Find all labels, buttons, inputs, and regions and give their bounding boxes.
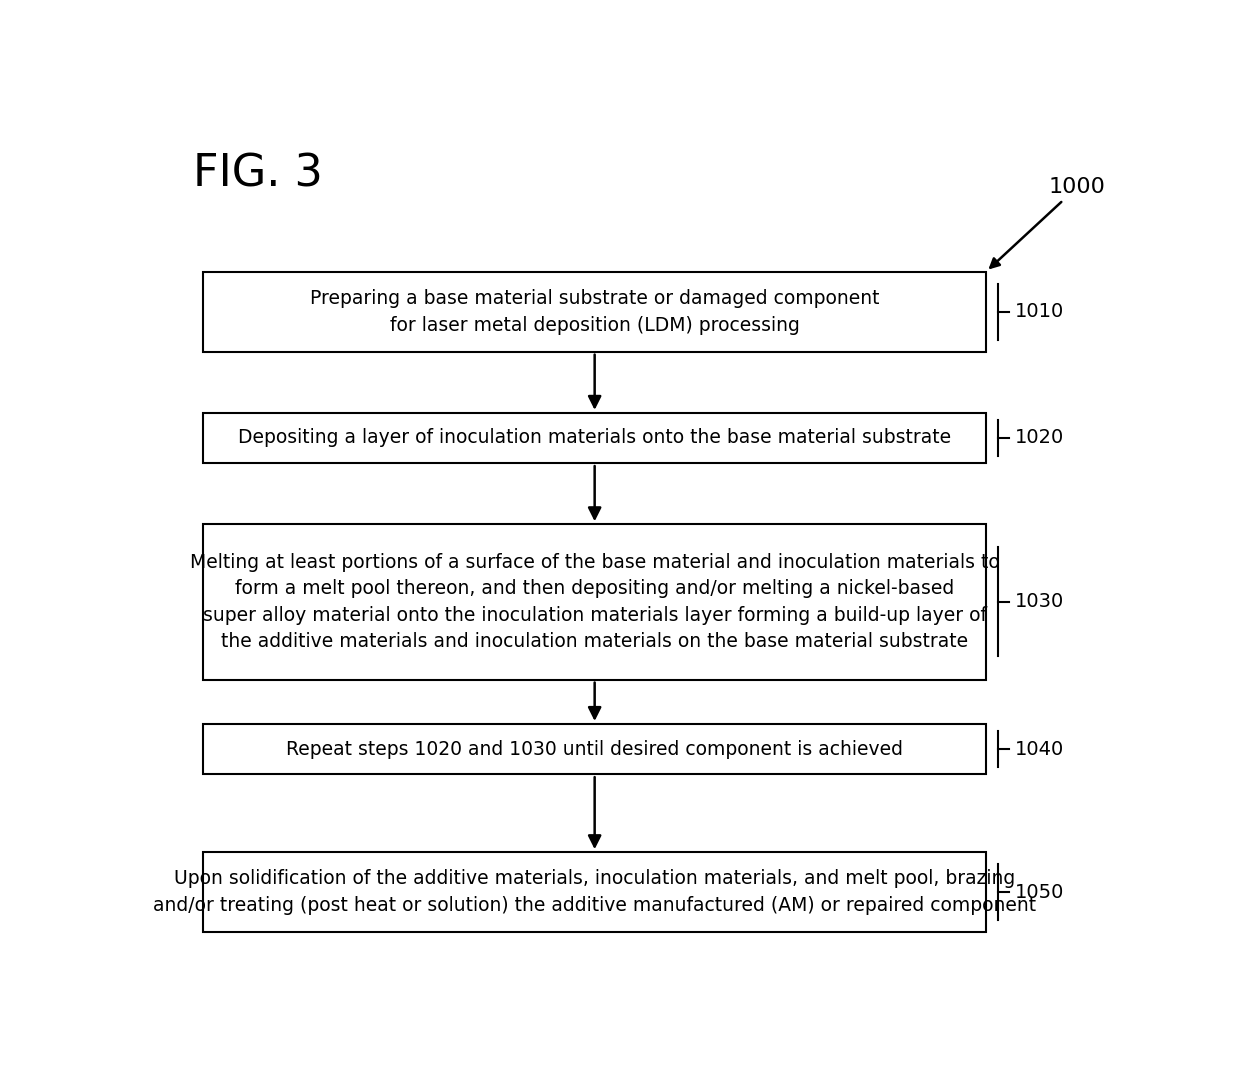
FancyBboxPatch shape: [203, 272, 986, 352]
Text: 1020: 1020: [1016, 428, 1064, 448]
FancyBboxPatch shape: [203, 413, 986, 463]
Text: Depositing a layer of inoculation materials onto the base material substrate: Depositing a layer of inoculation materi…: [238, 428, 951, 448]
Text: Repeat steps 1020 and 1030 until desired component is achieved: Repeat steps 1020 and 1030 until desired…: [286, 739, 903, 759]
Text: Upon solidification of the additive materials, inoculation materials, and melt p: Upon solidification of the additive mate…: [153, 869, 1037, 915]
Text: 1030: 1030: [1016, 593, 1064, 612]
FancyBboxPatch shape: [203, 524, 986, 679]
Text: 1000: 1000: [991, 177, 1106, 268]
Text: 1050: 1050: [1016, 882, 1064, 902]
Text: Melting at least portions of a surface of the base material and inoculation mate: Melting at least portions of a surface o…: [190, 553, 999, 651]
Text: 1010: 1010: [1016, 302, 1064, 321]
FancyBboxPatch shape: [203, 724, 986, 774]
FancyBboxPatch shape: [203, 852, 986, 931]
Text: 1040: 1040: [1016, 739, 1064, 759]
Text: Preparing a base material substrate or damaged component
for laser metal deposit: Preparing a base material substrate or d…: [310, 289, 879, 334]
Text: FIG. 3: FIG. 3: [193, 152, 324, 195]
